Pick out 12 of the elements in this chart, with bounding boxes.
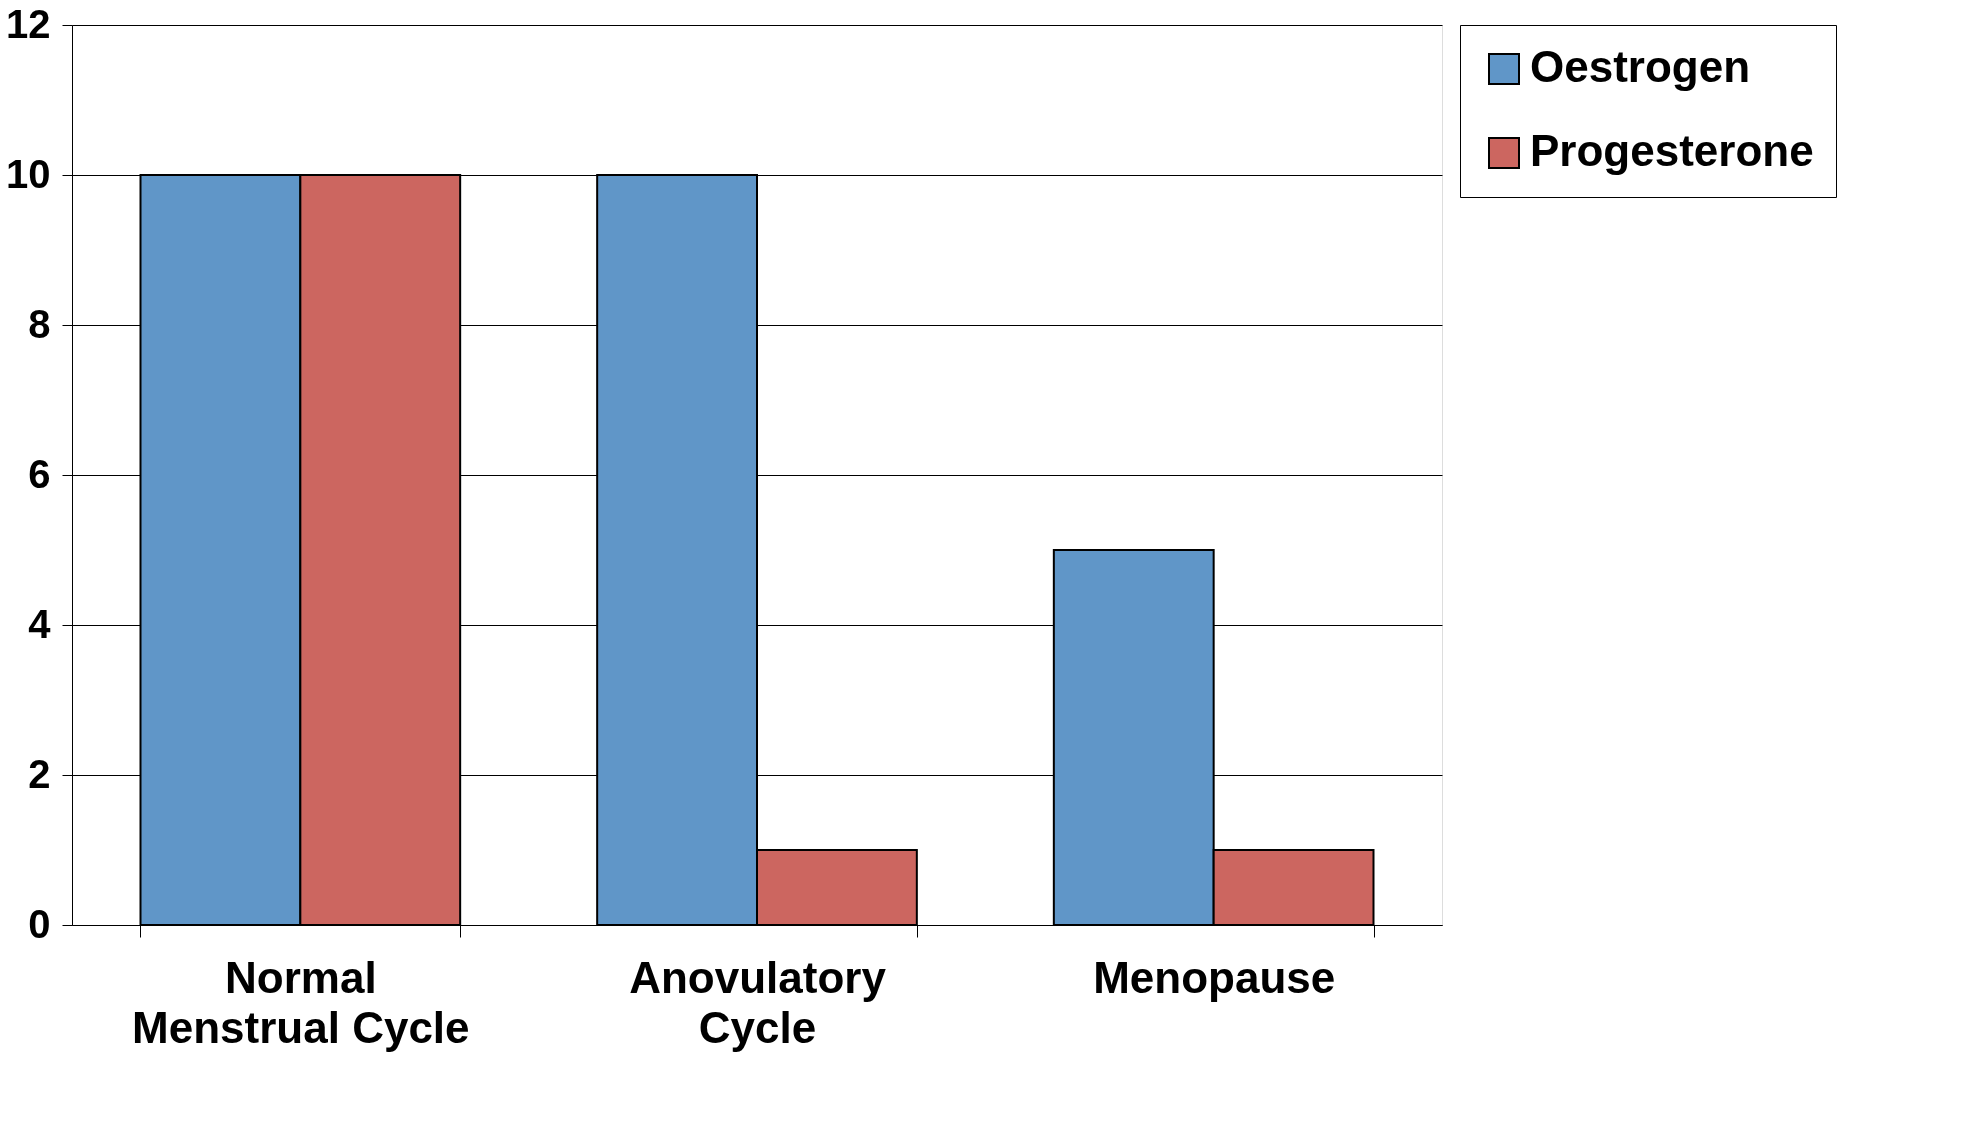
legend-label: Progesterone: [1530, 126, 1814, 175]
x-tick-label: Anovulatory Cycle: [629, 952, 887, 1052]
x-tick-label: Normal Menstrual Cycle: [132, 952, 470, 1052]
y-tick-label: 0: [28, 901, 51, 946]
y-tick-label: 8: [28, 301, 51, 346]
y-tick-label: 6: [28, 451, 51, 496]
legend-label: Oestrogen: [1530, 42, 1751, 91]
y-tick-label: 4: [28, 601, 52, 646]
y-tick-label: 10: [6, 151, 51, 196]
y-tick-label: 12: [6, 1, 51, 46]
x-tick-label: Menopause: [1093, 952, 1336, 1002]
y-tick-label: 2: [28, 751, 51, 796]
